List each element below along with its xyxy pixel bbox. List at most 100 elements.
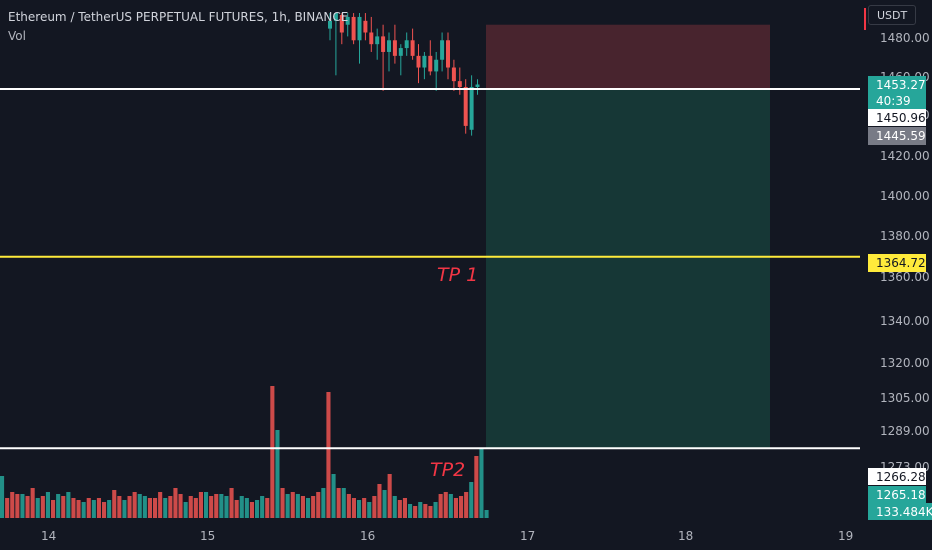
candle-body: [469, 86, 474, 130]
volume-bar: [127, 496, 132, 518]
tp2-annotation: TP2: [430, 459, 466, 481]
volume-bar: [168, 496, 173, 518]
candle-body: [363, 20, 368, 33]
volume-bar: [392, 496, 397, 518]
volume-bar: [255, 500, 260, 518]
volume-bar: [265, 498, 270, 518]
candle-body: [463, 86, 468, 126]
candle-body: [404, 40, 409, 49]
take-profit-zone: [486, 89, 770, 449]
volume-bar: [40, 496, 45, 518]
volume-bar: [66, 492, 71, 518]
candle-body: [387, 40, 391, 52]
volume-bar: [408, 504, 413, 518]
stop-loss-zone: [486, 24, 770, 89]
volume-bar: [484, 510, 489, 518]
volume-bar: [15, 494, 20, 518]
volume-bar: [474, 456, 479, 518]
time-axis[interactable]: [0, 522, 860, 550]
volume-bar: [71, 498, 76, 518]
volume-bar: [382, 490, 387, 518]
price-tick-label: 1400.00: [880, 189, 930, 203]
volume-bar: [51, 500, 56, 518]
time-tick-label: 19: [838, 529, 854, 543]
volume-bar: [219, 494, 224, 518]
volume-bar: [413, 506, 418, 518]
volume-legend-label[interactable]: Vol: [8, 29, 26, 43]
volume-bar: [178, 494, 183, 518]
volume-bar: [280, 488, 285, 518]
currency-unit-button[interactable]: USDT: [868, 5, 916, 25]
volume-bar: [438, 494, 443, 518]
volume-bar: [107, 500, 112, 518]
volume-bar: [173, 488, 178, 518]
volume-bar: [469, 482, 474, 518]
volume-bar: [290, 492, 295, 518]
volume-bar: [229, 488, 234, 518]
candle-body: [328, 20, 332, 29]
candle-body: [416, 55, 421, 68]
candle-body: [351, 16, 356, 41]
volume-bar: [142, 496, 147, 518]
volume-bar: [306, 498, 311, 518]
volume-bar: [56, 494, 61, 518]
tp1-price-label: 1364.72: [868, 254, 926, 272]
candle-body: [434, 59, 439, 72]
price-tick-label: 1480.00: [880, 31, 930, 45]
price-tick-label: 1340.00: [880, 314, 930, 328]
volume-bar: [224, 496, 229, 518]
volume-bar: [300, 496, 305, 518]
volume-bar: [351, 498, 356, 518]
volume-bar: [295, 494, 300, 518]
volume-bar: [316, 492, 321, 518]
volume-bar: [479, 448, 484, 518]
volume-bar: [377, 484, 382, 518]
price-tick-label: 1380.00: [880, 229, 930, 243]
volume-bar: [346, 494, 351, 518]
volume-bar: [193, 498, 198, 518]
volume-bar: [5, 498, 10, 518]
symbol-title[interactable]: Ethereum / TetherUS PERPETUAL FUTURES, 1…: [8, 10, 349, 24]
volume-bar: [25, 496, 30, 518]
candle-body: [357, 16, 362, 41]
volume-bar: [464, 492, 469, 518]
volume-bar: [137, 494, 142, 518]
candle-body: [440, 40, 445, 60]
volume-bar: [397, 500, 402, 518]
volume-value-label: 133.484K: [868, 503, 932, 520]
volume-bar: [117, 496, 122, 518]
candle-body: [428, 55, 433, 72]
low-price-label: 1445.59: [868, 127, 926, 145]
candle-body: [392, 40, 397, 56]
volume-bar: [209, 496, 214, 518]
time-tick-label: 18: [678, 529, 694, 543]
volume-bar: [336, 488, 341, 518]
volume-bar: [91, 500, 96, 518]
volume-bar: [448, 494, 453, 518]
volume-bar: [81, 502, 86, 518]
volume-bar: [35, 498, 40, 518]
volume-bar: [0, 476, 5, 518]
volume-bar: [76, 500, 81, 518]
volume-bar: [188, 496, 193, 518]
time-tick-label: 17: [520, 529, 536, 543]
volume-bar: [423, 504, 428, 518]
volume-bar: [428, 506, 433, 518]
candle-body: [381, 36, 386, 52]
candle-body: [451, 67, 456, 82]
price-tick-label: 1360.00: [880, 270, 930, 284]
candle-body: [410, 40, 415, 56]
volume-bar: [244, 498, 249, 518]
volume-bar: [158, 492, 163, 518]
volume-bar: [30, 488, 35, 518]
time-tick-label: 15: [200, 529, 216, 543]
volume-bar: [163, 498, 168, 518]
volume-bar: [387, 474, 392, 518]
price-tick-label: 1305.00: [880, 391, 930, 405]
candle-body: [422, 55, 427, 68]
volume-bar: [453, 498, 458, 518]
last-price-label: 1453.27: [868, 76, 926, 94]
volume-bar: [96, 498, 101, 518]
